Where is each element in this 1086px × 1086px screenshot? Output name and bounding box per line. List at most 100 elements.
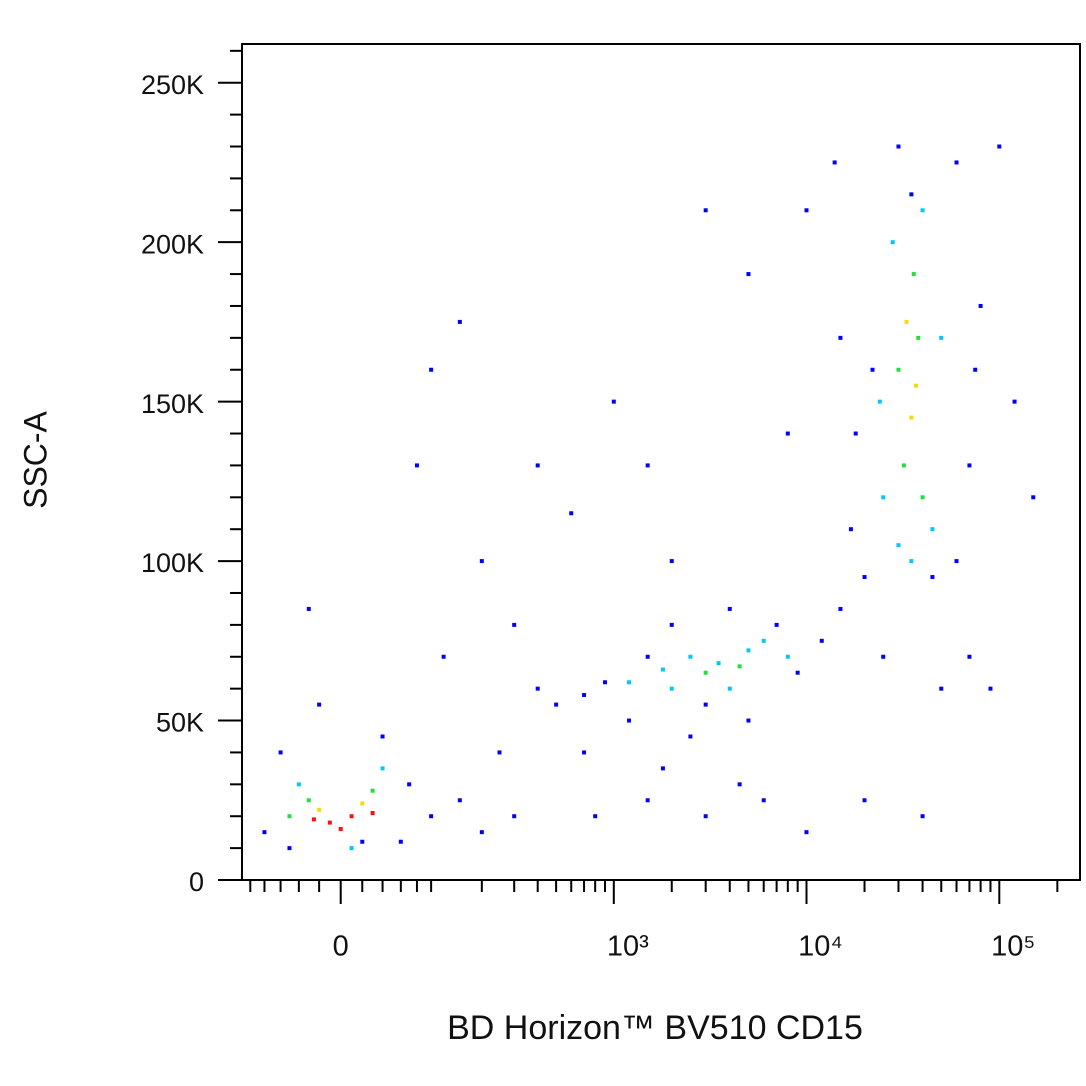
- dot: [429, 367, 434, 372]
- dot: [881, 495, 886, 500]
- dot: [311, 817, 316, 822]
- dot: [853, 431, 858, 436]
- dot: [838, 606, 843, 611]
- dot: [512, 814, 517, 819]
- dot: [877, 399, 882, 404]
- dot: [360, 801, 365, 806]
- dot: [645, 798, 650, 803]
- dot: [278, 750, 283, 755]
- dot: [457, 798, 462, 803]
- dot: [881, 654, 886, 659]
- dot: [593, 814, 598, 819]
- dot: [746, 648, 751, 653]
- dot: [914, 383, 919, 388]
- dot: [890, 240, 895, 245]
- dot: [761, 798, 766, 803]
- dot: [737, 664, 742, 669]
- dot: [349, 846, 354, 851]
- x-axis-label: BD Horizon™ BV510 CD15: [447, 1009, 863, 1047]
- x-tick-label: 10³: [607, 931, 649, 963]
- dot: [746, 272, 751, 277]
- dot: [920, 208, 925, 213]
- dot: [317, 702, 322, 707]
- dot: [785, 654, 790, 659]
- dot: [602, 680, 607, 685]
- dot: [930, 575, 935, 580]
- dot: [497, 750, 502, 755]
- dot: [414, 463, 419, 468]
- dot: [645, 463, 650, 468]
- dot: [716, 661, 721, 666]
- dot: [774, 622, 779, 627]
- dot: [703, 670, 708, 675]
- dot: [997, 144, 1002, 149]
- dot: [761, 638, 766, 643]
- dot: [911, 272, 916, 277]
- dot: [398, 839, 403, 844]
- dot: [370, 788, 375, 793]
- dot: [688, 734, 693, 739]
- y-tick-label: 100K: [141, 548, 204, 578]
- dot: [380, 766, 385, 771]
- dot: [904, 319, 909, 324]
- dot: [939, 335, 944, 340]
- dot: [819, 638, 824, 643]
- dot: [939, 686, 944, 691]
- dot: [909, 559, 914, 564]
- dot: [896, 144, 901, 149]
- dot: [967, 654, 972, 659]
- dot: [306, 798, 311, 803]
- dot: [703, 702, 708, 707]
- dot: [848, 527, 853, 532]
- dot: [287, 814, 292, 819]
- dot: [909, 192, 914, 197]
- dot: [930, 527, 935, 532]
- dot: [535, 463, 540, 468]
- dot: [479, 559, 484, 564]
- dot: [967, 463, 972, 468]
- y-tick-label: 200K: [141, 229, 204, 259]
- dot: [287, 846, 292, 851]
- dot: [688, 654, 693, 659]
- dot: [370, 811, 375, 816]
- dot: [804, 830, 809, 835]
- dot: [627, 718, 632, 723]
- x-tick-label: 10⁵: [991, 931, 1035, 963]
- dot: [306, 606, 311, 611]
- dot: [660, 667, 665, 672]
- dot: [703, 814, 708, 819]
- dot: [317, 807, 322, 812]
- y-tick-label: 250K: [141, 70, 204, 100]
- dot: [582, 750, 587, 755]
- dot: [669, 622, 674, 627]
- dot: [441, 654, 446, 659]
- dot: [380, 734, 385, 739]
- dot: [954, 559, 959, 564]
- dot: [703, 208, 708, 213]
- dot: [360, 839, 365, 844]
- dot: [669, 686, 674, 691]
- x-tick-label: 10⁴: [798, 931, 843, 963]
- dot: [870, 367, 875, 372]
- dot: [909, 415, 914, 420]
- dot: [479, 830, 484, 835]
- dot: [973, 367, 978, 372]
- dot: [920, 814, 925, 819]
- dot: [862, 798, 867, 803]
- dot: [804, 208, 809, 213]
- dot: [554, 702, 559, 707]
- x-tick-label: 0: [333, 931, 349, 963]
- dot: [296, 782, 301, 787]
- dot: [795, 670, 800, 675]
- dot: [535, 686, 540, 691]
- dot: [862, 575, 867, 580]
- dot: [737, 782, 742, 787]
- dot: [349, 814, 354, 819]
- dot: [896, 543, 901, 548]
- dot: [896, 367, 901, 372]
- dot: [746, 718, 751, 723]
- dot: [920, 495, 925, 500]
- y-axis-label: SSC-A: [17, 410, 53, 508]
- dot: [832, 160, 837, 165]
